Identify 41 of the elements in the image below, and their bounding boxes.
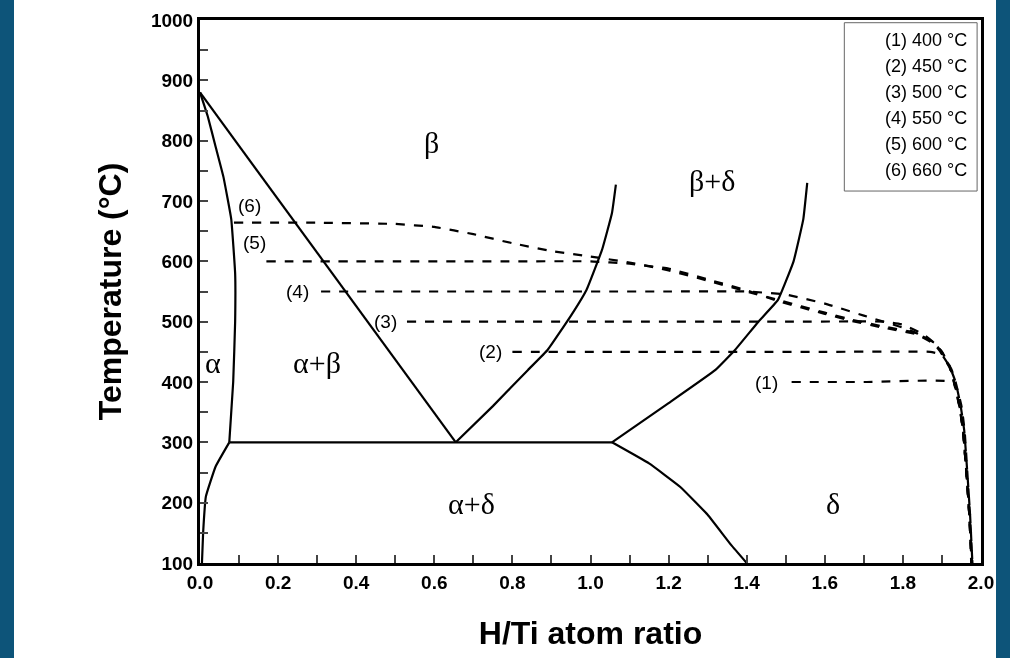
annotation: (1) 400 °C [885,30,968,50]
x-axis-title: H/Ti atom ratio [478,614,703,651]
annotation: (6) 660 °C [885,160,968,180]
annotation: δ [826,487,841,520]
x-tick-label: 1.0 [577,571,604,593]
y-tick-label: 900 [161,69,194,91]
x-tick-label: 0.2 [264,571,292,593]
y-tick-label: 400 [161,371,194,393]
x-tick-label: 0.4 [342,571,370,593]
annotation: α [205,346,221,379]
annotation: (5) [243,232,267,253]
x-tick-label: 0.8 [499,571,526,593]
annotation: β+δ [689,164,736,197]
x-tick-label: 1.8 [889,571,917,593]
y-axis-title: Temperature (°C) [92,162,129,421]
annotation: α+β [293,346,341,379]
annotation: β [424,126,440,159]
annotation: (3) 500 °C [885,82,968,102]
x-tick-label: 0.0 [186,571,214,593]
annotation: (6) [238,195,262,216]
x-tick-label: 0.6 [421,571,448,593]
y-tick-label: 500 [161,311,194,333]
x-tick-label: 1.6 [811,571,839,593]
annotation: (2) 450 °C [885,56,968,76]
x-tick-label: 1.2 [655,571,682,593]
y-tick-label: 800 [161,130,194,152]
y-tick-label: 200 [161,492,194,514]
annotation: (1) [755,372,779,393]
x-tick-label: 2.0 [967,571,995,593]
annotation: α+δ [448,487,495,520]
annotation: (3) [374,311,398,332]
annotation: (4) [286,281,310,302]
y-tick-label: 600 [161,250,194,272]
annotation: (5) 600 °C [885,134,968,154]
y-tick-label: 300 [161,431,194,453]
x-tick-label: 1.4 [733,571,761,593]
y-tick-label: 1000 [150,9,194,31]
annotation: (2) [479,341,503,362]
annotation: (4) 550 °C [885,108,968,128]
y-tick-label: 100 [161,552,194,574]
y-tick-label: 700 [161,190,194,212]
